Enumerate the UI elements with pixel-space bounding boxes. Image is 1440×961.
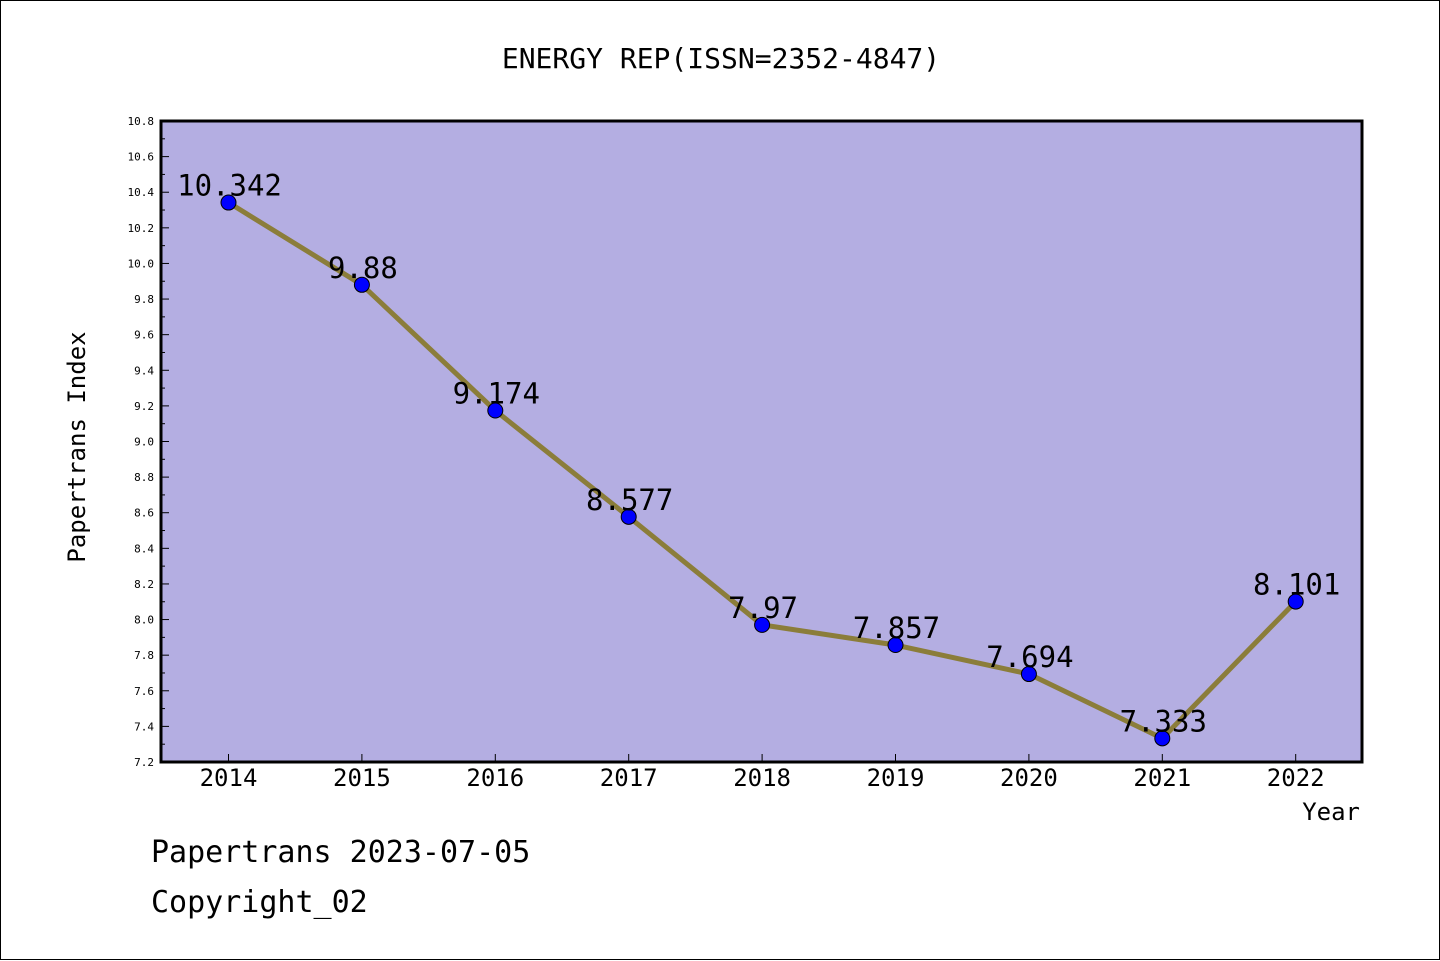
data-label: 8.101 <box>1253 568 1340 602</box>
data-label: 7.333 <box>1120 704 1207 738</box>
data-label: 9.174 <box>453 377 540 411</box>
x-tick-label: 2014 <box>200 764 258 792</box>
x-tick-label: 2019 <box>867 764 925 792</box>
y-tick-label: 8.4 <box>134 542 154 555</box>
y-tick-label: 10.4 <box>128 186 155 199</box>
y-tick-label: 8.6 <box>134 507 154 520</box>
data-point <box>887 637 904 654</box>
data-point <box>620 508 637 525</box>
data-point <box>754 616 771 633</box>
data-label: 10.342 <box>177 169 282 203</box>
y-tick-label: 7.6 <box>134 685 154 698</box>
y-tick-label: 8.0 <box>134 614 154 627</box>
x-tick-label: 2021 <box>1133 764 1191 792</box>
data-label: 7.694 <box>986 640 1073 674</box>
data-point <box>353 276 370 293</box>
data-label: 7.97 <box>728 591 798 625</box>
data-label: 8.577 <box>586 483 673 517</box>
y-tick-label: 8.8 <box>134 471 154 484</box>
data-label: 7.857 <box>853 611 940 645</box>
footer-copyright: Copyright_02 <box>151 885 368 920</box>
x-axis-label: Year <box>1302 798 1360 826</box>
y-axis-label: Papertrans Index <box>63 331 91 562</box>
data-label: 9.88 <box>328 251 398 285</box>
x-axis: 2014 2015 2016 2017 2018 2019 2020 2021 2022 <box>200 754 1325 792</box>
x-tick-label: 2018 <box>733 764 791 792</box>
x-tick-label: 2016 <box>466 764 524 792</box>
plot-area <box>159 119 1364 764</box>
y-tick-label: 9.2 <box>134 400 154 413</box>
data-point <box>220 194 237 211</box>
y-tick-label: 10.0 <box>128 257 155 270</box>
y-tick-label: 10.6 <box>128 151 155 164</box>
chart-title: ENERGY REP(ISSN=2352-4847) <box>502 42 940 75</box>
data-point <box>1154 730 1171 747</box>
y-tick-label: 9.4 <box>134 364 154 377</box>
x-tick-label: 2017 <box>600 764 658 792</box>
data-point <box>1287 593 1304 610</box>
y-tick-label: 7.4 <box>134 720 154 733</box>
y-tick-label: 9.8 <box>134 293 154 306</box>
y-tick-label: 8.2 <box>134 578 154 591</box>
x-tick-label: 2020 <box>1000 764 1058 792</box>
y-tick-label: 9.6 <box>134 329 154 342</box>
data-labels: 10.342 9.88 9.174 8.577 7.97 7.857 7.694 7.333 8… <box>177 169 1340 739</box>
series <box>220 194 1304 747</box>
x-tick-label: 2015 <box>333 764 391 792</box>
y-tick-label: 7.2 <box>134 756 154 769</box>
y-tick-label: 9.0 <box>134 436 154 449</box>
y-tick-label: 7.8 <box>134 649 154 662</box>
data-point <box>487 402 504 419</box>
x-tick-label: 2022 <box>1267 764 1325 792</box>
y-tick-label: 10.8 <box>128 115 155 128</box>
footer-date: Papertrans 2023-07-05 <box>151 835 531 870</box>
y-tick-label: 10.2 <box>128 222 155 235</box>
data-point <box>1020 666 1037 683</box>
y-axis: 7.2 7.4 7.6 7.8 8.0 8.2 8.4 8.6 8.8 9.0 9.2 9.4 9.6 9… <box>128 115 169 769</box>
